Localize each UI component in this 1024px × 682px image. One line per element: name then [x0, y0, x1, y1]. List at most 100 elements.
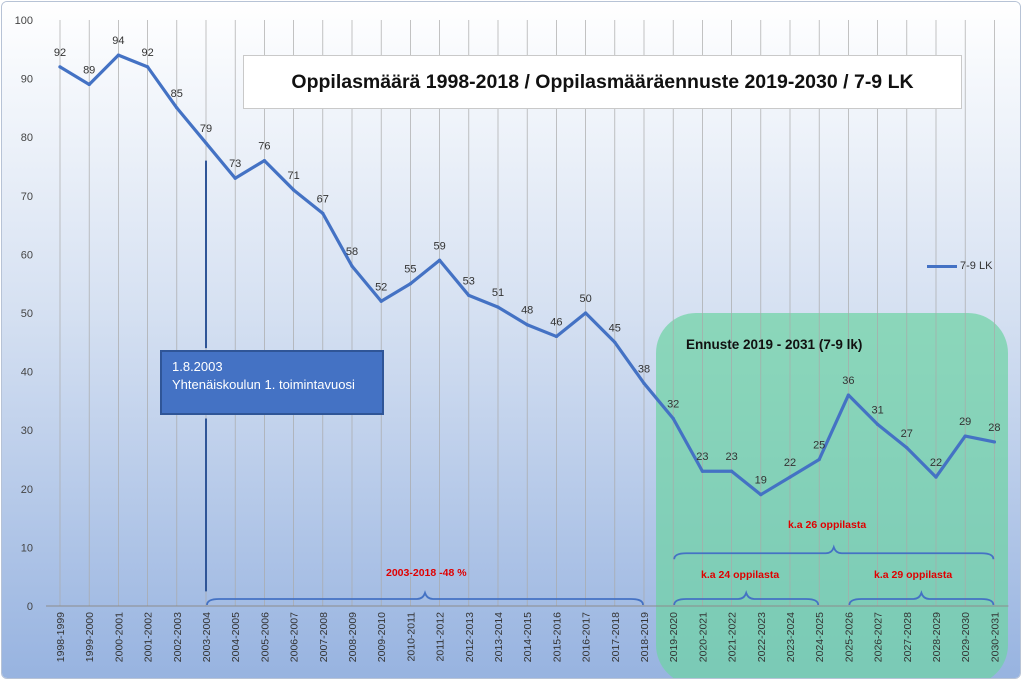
x-tick-label: 2016-2017 [581, 612, 593, 662]
y-tick-label: 0 [27, 601, 33, 613]
x-tick-label: 2022-2023 [756, 612, 768, 662]
series-layer [58, 53, 997, 497]
data-label: 48 [521, 305, 533, 317]
data-point [613, 340, 617, 344]
forecast-title: Ennuste 2019 - 2031 (7-9 lk) [686, 337, 863, 352]
average-first-note: k.a 24 oppilasta [701, 569, 780, 581]
x-tick-label: 2017-2018 [610, 612, 622, 662]
chart-title: Oppilasmäärä 1998-2018 / Oppilasmääräenn… [243, 55, 962, 109]
x-tick-label: 2003-2004 [201, 612, 213, 662]
x-tick-label: 2012-2013 [464, 612, 476, 662]
data-point [116, 53, 120, 57]
data-point [700, 469, 705, 473]
x-tick-label: 2015-2016 [551, 612, 563, 662]
data-label: 73 [229, 158, 241, 170]
data-label: 71 [287, 170, 299, 182]
y-tick-label: 100 [15, 15, 33, 27]
data-label: 67 [317, 193, 329, 205]
data-label: 53 [463, 275, 475, 287]
data-point [408, 282, 412, 286]
data-label: 46 [550, 316, 562, 328]
x-tick-label: 2008-2009 [347, 612, 359, 662]
x-tick-label: 2021-2022 [727, 612, 739, 662]
data-label: 25 [813, 440, 825, 452]
grid-layer [59, 20, 995, 606]
data-point [146, 65, 150, 69]
legend-line-swatch [927, 264, 957, 268]
x-tick-label: 1999-2000 [84, 612, 96, 662]
data-point [350, 264, 354, 268]
x-tick-label: 2025-2026 [843, 612, 855, 662]
data-point [671, 416, 675, 421]
data-label: 58 [346, 246, 358, 258]
x-tick-label: 2010-2011 [405, 612, 417, 662]
data-label: 79 [200, 123, 212, 135]
data-label: 23 [696, 451, 708, 463]
data-point [554, 334, 559, 339]
x-tick-label: 1998-1999 [55, 612, 67, 662]
callout-text: Yhtenäiskoulun 1. toimintavuosi [172, 377, 355, 392]
data-label: 94 [112, 35, 124, 47]
data-label: 55 [404, 264, 416, 276]
data-label: 29 [959, 416, 971, 428]
data-point [584, 311, 588, 315]
data-point [642, 381, 646, 385]
data-point [934, 475, 938, 479]
x-tick-label: 2019-2020 [668, 612, 680, 662]
data-label: 52 [375, 281, 387, 293]
data-point [467, 293, 471, 298]
x-tick-label: 2029-2030 [960, 612, 972, 662]
x-tick-label: 2000-2001 [113, 612, 125, 662]
y-tick-label: 60 [21, 249, 33, 261]
data-label: 89 [83, 64, 95, 76]
x-tick-label: 2005-2006 [259, 612, 271, 662]
data-point [525, 323, 529, 327]
data-point [233, 176, 237, 180]
brace-forecast-second [848, 590, 995, 606]
data-label: 92 [141, 47, 153, 59]
x-tick-label: 2018-2019 [639, 612, 651, 662]
data-point [438, 258, 442, 262]
data-label: 51 [492, 287, 504, 299]
x-tick-label: 2006-2007 [289, 612, 301, 662]
data-point [817, 457, 821, 462]
x-tick-label: 2004-2005 [230, 612, 242, 662]
y-tick-label: 10 [21, 542, 33, 554]
data-label: 76 [258, 141, 270, 153]
data-point [496, 305, 500, 309]
x-tick-label: 2001-2002 [143, 612, 155, 662]
brace-2003-2018 [206, 590, 644, 606]
data-point [730, 469, 734, 473]
callout-box: 1.8.2003 Yhtenäiskoulun 1. toimintavuosi [160, 350, 384, 415]
x-tick-label: 2014-2015 [522, 612, 534, 662]
x-tick-label: 2028-2029 [931, 612, 943, 662]
data-point [58, 65, 62, 69]
x-tick-label: 2011-2012 [435, 612, 447, 662]
x-tick-label: 2009-2010 [376, 612, 388, 662]
forecast-region [656, 313, 1008, 678]
data-label: 31 [871, 404, 883, 416]
y-tick-label: 90 [21, 74, 33, 86]
data-point [846, 393, 851, 397]
x-tick-label: 2027-2028 [902, 612, 914, 662]
data-label: 23 [725, 451, 737, 463]
average-second-note: k.a 29 oppilasta [874, 569, 953, 581]
brace-layer [206, 544, 995, 606]
y-tick-label: 50 [21, 308, 33, 320]
data-label: 28 [988, 422, 1000, 434]
data-label: 50 [579, 293, 591, 305]
callout-date: 1.8.2003 [172, 359, 223, 374]
data-label: 59 [433, 240, 445, 252]
y-tick-label: 70 [21, 191, 33, 203]
data-label: 22 [784, 457, 796, 469]
x-tick-label: 2030-2031 [989, 612, 1001, 662]
x-tick-label: 2026-2027 [873, 612, 885, 662]
y-tick-label: 80 [21, 132, 33, 144]
data-point [992, 440, 997, 444]
brace-forecast-first [673, 590, 820, 606]
data-point [759, 493, 763, 497]
legend-label: 7-9 LK [960, 260, 993, 272]
data-label: 36 [842, 375, 854, 387]
